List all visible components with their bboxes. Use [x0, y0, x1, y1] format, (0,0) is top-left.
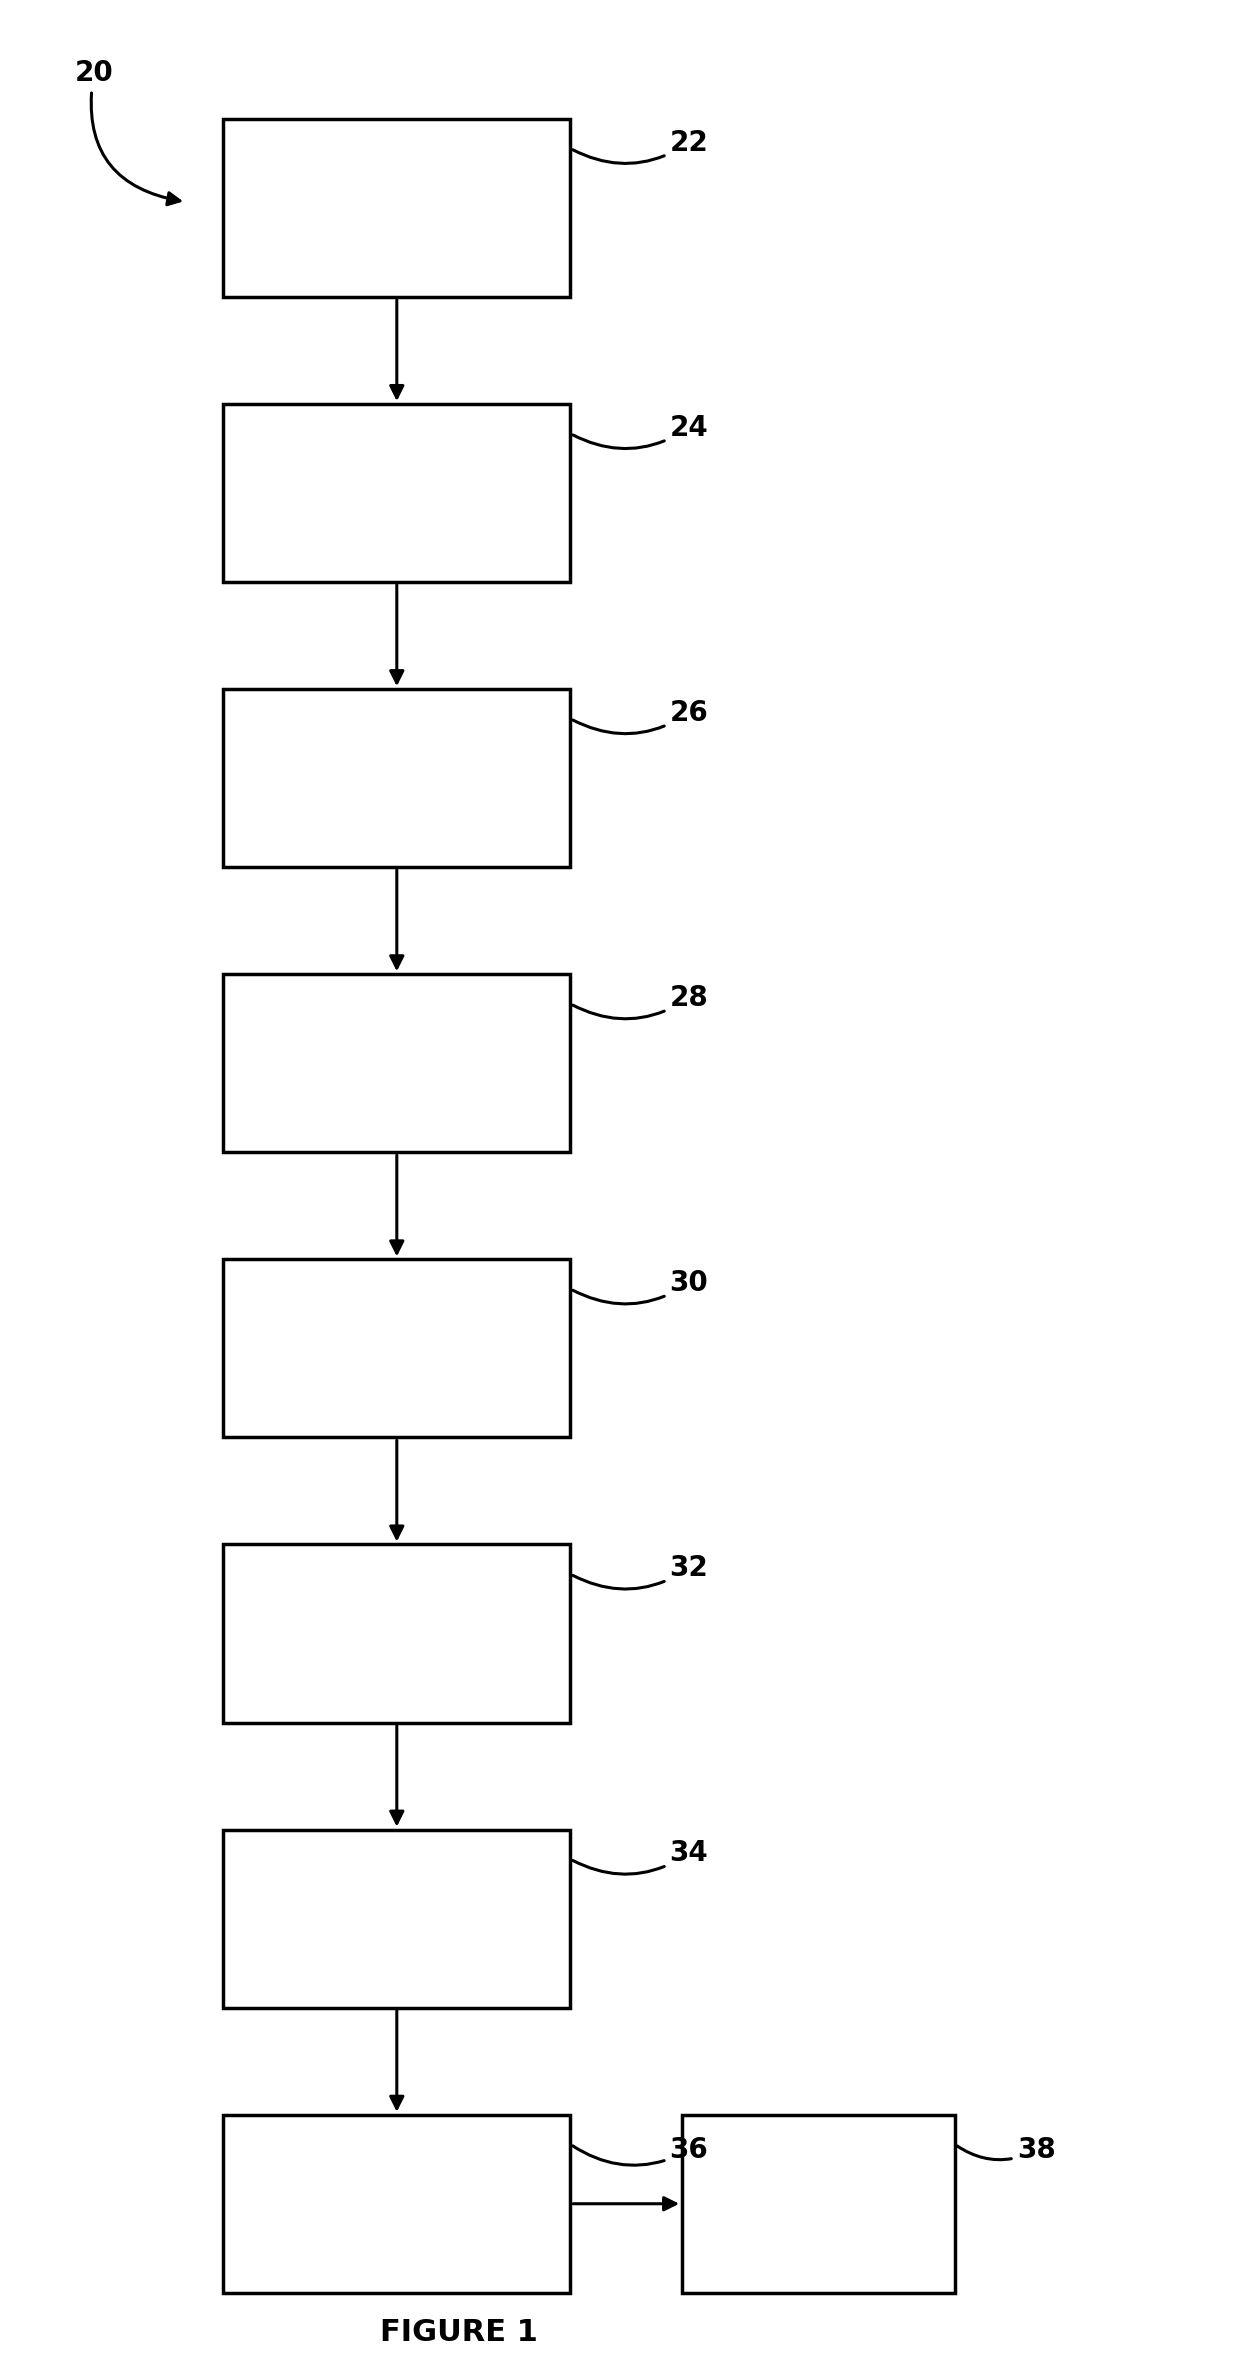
Text: 34: 34	[573, 1839, 708, 1875]
FancyBboxPatch shape	[223, 404, 570, 582]
FancyBboxPatch shape	[223, 1830, 570, 2008]
Text: 30: 30	[573, 1269, 708, 1304]
FancyBboxPatch shape	[223, 974, 570, 1152]
Text: FIGURE 1: FIGURE 1	[379, 2319, 538, 2347]
FancyBboxPatch shape	[223, 1259, 570, 1437]
Text: 38: 38	[957, 2136, 1055, 2165]
Text: 20: 20	[74, 59, 180, 204]
FancyBboxPatch shape	[223, 119, 570, 297]
Text: 36: 36	[573, 2136, 708, 2165]
FancyBboxPatch shape	[223, 2115, 570, 2293]
FancyBboxPatch shape	[682, 2115, 955, 2293]
Text: 26: 26	[573, 699, 708, 734]
Text: 22: 22	[573, 128, 708, 164]
Text: 24: 24	[573, 413, 708, 449]
Text: 28: 28	[573, 984, 708, 1019]
Text: 32: 32	[573, 1554, 708, 1590]
FancyBboxPatch shape	[223, 689, 570, 867]
FancyBboxPatch shape	[223, 1544, 570, 1723]
